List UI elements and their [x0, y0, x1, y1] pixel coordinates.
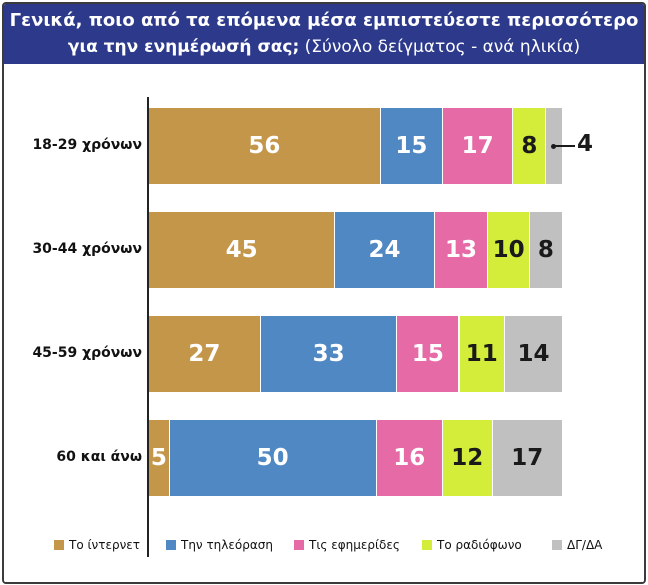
bar-segment: 8 [529, 212, 563, 288]
chart-legend: Το ίντερνετ Την τηλεόραση Τις εφημερίδες Το… [4, 538, 644, 560]
category-label: 45-59 χρόνων [32, 345, 142, 361]
data-label: 16 [393, 445, 426, 471]
legend-swatch [552, 540, 562, 550]
bar-segment: 14 [505, 316, 563, 392]
bar-segment: 13 [434, 212, 489, 288]
legend-swatch [166, 540, 176, 550]
data-label: 10 [492, 237, 525, 263]
bar-segment: 15 [397, 316, 460, 392]
chart-title-line1: Γενικά, ποιο από τα επόμενα μέσα εμπιστε… [9, 10, 639, 31]
data-label: 15 [395, 133, 428, 159]
bar-segment: 24 [335, 212, 435, 288]
category-label: 30-44 χρόνων [32, 241, 142, 257]
legend-item: Το ίντερνετ [54, 538, 140, 552]
category-label: 18-29 χρόνων [32, 137, 142, 153]
chart-title-line2: για την ενημέρωσή σας; (Σύνολο δείγματος… [4, 34, 644, 60]
data-label: 56 [248, 133, 281, 159]
bar-segment: 50 [169, 420, 377, 496]
legend-item: ΔΓ/ΔΑ [552, 538, 602, 552]
bar-segment: 11 [459, 316, 506, 392]
data-label: 24 [368, 237, 401, 263]
y-axis-line [147, 97, 149, 557]
legend-label: Το ραδιόφωνο [437, 538, 522, 552]
data-label: 45 [225, 237, 258, 263]
chart-title-line2-bold: για την ενημέρωσή σας; [67, 37, 300, 57]
bar-segment: 12 [442, 420, 493, 496]
bar-segment: 17 [442, 108, 514, 184]
legend-item: Την τηλεόραση [166, 538, 273, 552]
data-label: 15 [411, 341, 444, 367]
data-label: 13 [445, 237, 478, 263]
bar-segment: 16 [376, 420, 443, 496]
bar-segment: 45 [149, 212, 336, 288]
bar-segment: 56 [149, 108, 381, 184]
data-label: 50 [256, 445, 289, 471]
data-label: 12 [451, 445, 484, 471]
data-label: 27 [188, 341, 221, 367]
bar-segment: 5 [149, 420, 170, 496]
bar-segment: 15 [380, 108, 443, 184]
callout-dot [551, 143, 556, 149]
bar-segment: 33 [260, 316, 398, 392]
data-label: 33 [312, 341, 345, 367]
data-label: 14 [517, 341, 550, 367]
plot-area: 18-29 χρόνων 56 15 17 8 4 30-44 χρόνων 45 24 13 10… [4, 64, 644, 582]
data-label: 17 [461, 133, 494, 159]
data-label: 11 [465, 341, 498, 367]
bar-segment: 10 [488, 212, 530, 288]
legend-label: Τις εφημερίδες [309, 538, 400, 552]
legend-swatch [54, 540, 64, 550]
chart-title-line2-rest: (Σύνολο δείγματος - ανά ηλικία) [299, 37, 581, 57]
data-label: 8 [521, 133, 538, 159]
data-label: 5 [150, 445, 167, 471]
category-label: 60 και άνω [56, 449, 142, 465]
legend-label: ΔΓ/ΔΑ [567, 538, 603, 552]
legend-item: Το ραδιόφωνο [422, 538, 522, 552]
legend-swatch [422, 540, 432, 550]
chart-title-bar: Γενικά, ποιο από τα επόμενα μέσα εμπιστε… [4, 4, 644, 64]
legend-label: Την τηλεόραση [181, 538, 273, 552]
bar-segment: 27 [149, 316, 261, 392]
data-label: 4 [577, 131, 594, 157]
data-label: 8 [537, 237, 554, 263]
bar-segment: 8 [513, 108, 547, 184]
callout-leader-line [553, 145, 575, 147]
legend-label: Το ίντερνετ [69, 538, 140, 552]
bar-segment: 17 [492, 420, 563, 496]
legend-item: Τις εφημερίδες [294, 538, 400, 552]
data-label: 17 [511, 445, 544, 471]
legend-swatch [294, 540, 304, 550]
